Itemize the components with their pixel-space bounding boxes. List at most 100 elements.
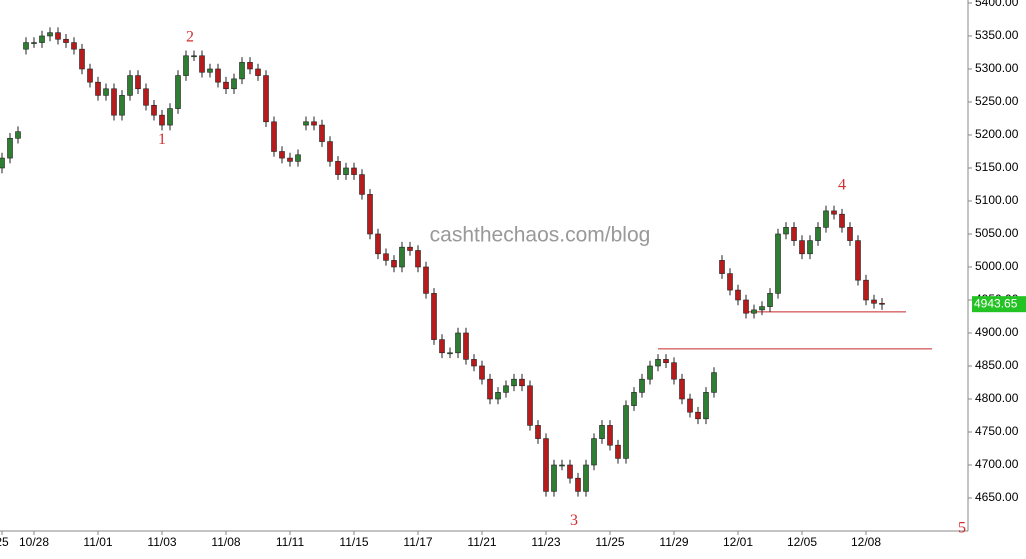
x-tick-label: 11/15 — [339, 535, 368, 549]
candle-body — [775, 233, 781, 294]
candle-body — [871, 299, 877, 304]
candle-body — [439, 339, 445, 354]
candle-body — [255, 68, 261, 76]
candle-body — [239, 62, 245, 80]
candle-body — [335, 161, 341, 175]
y-tick-label: 5300.00 — [975, 61, 1019, 75]
x-tick-label: 12/05 — [787, 535, 817, 549]
y-tick-label: 4900.00 — [975, 325, 1019, 339]
candle-body — [567, 464, 573, 479]
candle-body — [143, 88, 149, 106]
candle-body — [863, 279, 869, 301]
candle-body — [647, 365, 653, 380]
candle-body — [159, 114, 165, 126]
x-tick-label: 11/25 — [595, 535, 624, 549]
candle-body — [55, 32, 61, 40]
last-price-label: 4943.65 — [974, 296, 1018, 310]
candle-body — [263, 75, 269, 123]
candle-body — [487, 378, 493, 400]
candle-body — [463, 332, 469, 360]
candle-body — [407, 246, 413, 251]
candle-body — [119, 95, 125, 116]
candle-body — [39, 35, 45, 43]
candle-body — [455, 332, 461, 354]
candle-body — [815, 227, 821, 241]
wave-label: 3 — [570, 512, 578, 529]
y-tick-label: 4750.00 — [975, 424, 1019, 438]
candle-body — [495, 392, 501, 400]
candle-body — [583, 464, 589, 492]
candle-body — [103, 88, 109, 96]
candle-body — [111, 88, 117, 116]
candle-body — [447, 352, 453, 355]
watermark: cashthechaos.com/blog — [430, 224, 651, 247]
candle-body — [679, 378, 685, 400]
y-tick-label: 5000.00 — [975, 259, 1019, 273]
candle-body — [375, 233, 381, 255]
candle-body — [575, 477, 581, 492]
candle-body — [799, 240, 805, 255]
candle-body — [591, 438, 597, 466]
candle-body — [231, 78, 237, 90]
x-tick-label: 11/08 — [211, 535, 240, 549]
candle-body — [79, 48, 85, 70]
y-tick-label: 5100.00 — [975, 193, 1019, 207]
candle-body — [623, 405, 629, 459]
candle-body — [751, 309, 757, 314]
candle-body — [599, 425, 605, 439]
candle-body — [175, 75, 181, 109]
candle-body — [319, 124, 325, 142]
candle-body — [607, 425, 613, 446]
candle-body — [479, 365, 485, 380]
candle-body — [735, 289, 741, 301]
candle-body — [879, 302, 885, 305]
y-tick-label: 5250.00 — [975, 94, 1019, 108]
y-tick-label: 5200.00 — [975, 127, 1019, 141]
candle-body — [351, 167, 357, 175]
candle-body — [87, 68, 93, 83]
candle-body — [703, 392, 709, 420]
candle-body — [663, 359, 669, 363]
x-tick-label: 11/11 — [276, 535, 305, 549]
candle-body — [279, 151, 285, 159]
y-tick-label: 5050.00 — [975, 226, 1019, 240]
x-tick-label: 25 — [0, 535, 9, 549]
candle-body — [23, 42, 29, 50]
candle-body — [831, 210, 837, 215]
x-tick-label: 12/08 — [851, 535, 881, 549]
wave-label: 1 — [158, 131, 166, 148]
candle-body — [151, 104, 157, 116]
candle-body — [295, 154, 301, 162]
y-tick-label: 4700.00 — [975, 457, 1019, 471]
candle-body — [823, 210, 829, 228]
candle-body — [727, 273, 733, 291]
candle-body — [783, 227, 789, 235]
candle-body — [359, 174, 365, 195]
candle-body — [671, 362, 677, 380]
candle-body — [503, 385, 509, 393]
y-tick-label: 5400.00 — [975, 0, 1019, 9]
x-tick-label: 11/29 — [659, 535, 688, 549]
last-price-box — [972, 296, 1026, 313]
x-tick-label: 10/28 — [19, 535, 49, 549]
candle-body — [687, 398, 693, 413]
candle-body — [303, 121, 309, 126]
wave-label: 5 — [958, 520, 966, 537]
x-tick-label: 11/03 — [147, 535, 176, 549]
candle-body — [199, 55, 205, 73]
candle-body — [423, 266, 429, 294]
candle-body — [719, 260, 725, 274]
candle-body — [543, 438, 549, 492]
candle-body — [631, 392, 637, 406]
candle-body — [511, 378, 517, 387]
candle-body — [31, 42, 37, 44]
candle-body — [391, 260, 397, 268]
candle-body — [855, 240, 861, 281]
y-tick-label: 4650.00 — [975, 490, 1019, 504]
candle-body — [215, 68, 221, 83]
candle-body — [271, 121, 277, 152]
candle-body — [223, 81, 229, 90]
x-tick-label: 11/01 — [83, 535, 112, 549]
